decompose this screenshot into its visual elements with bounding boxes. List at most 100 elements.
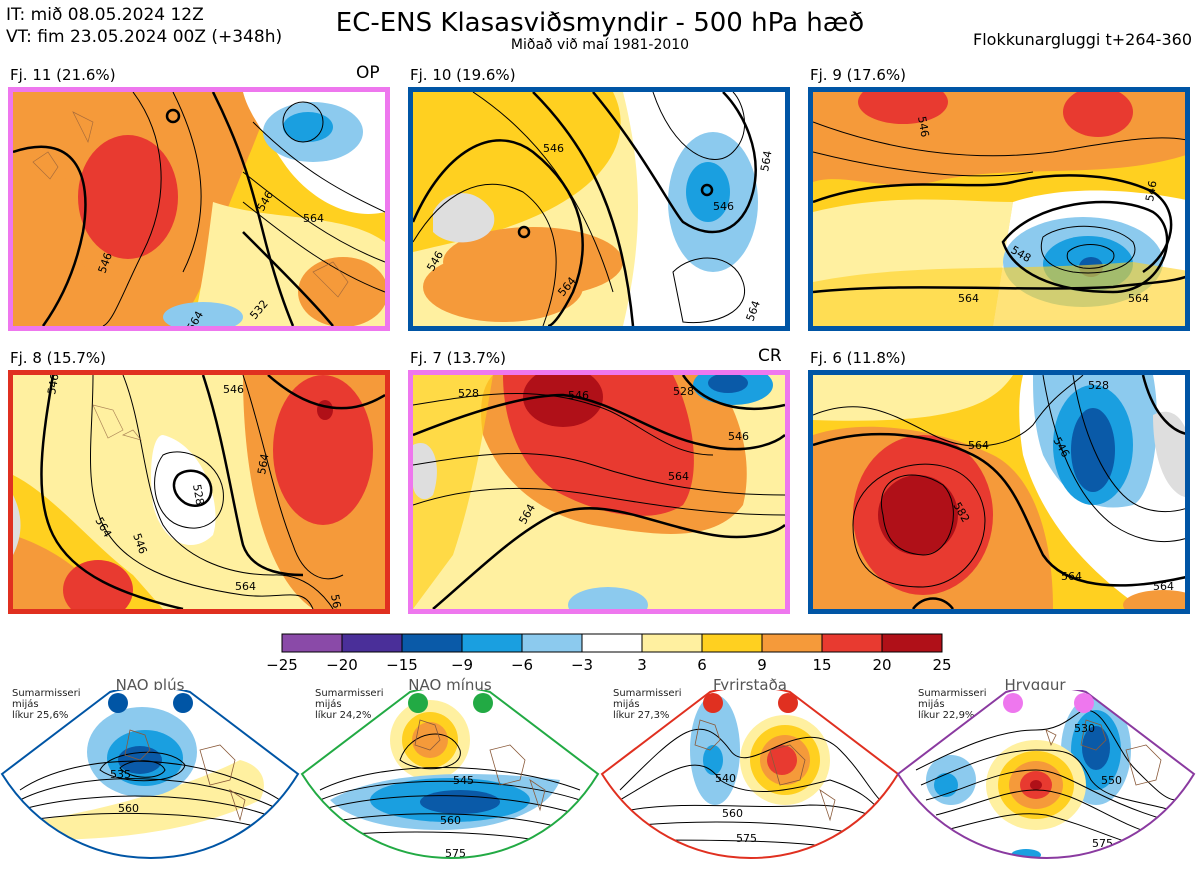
colorbar-tick-label: 25	[932, 656, 952, 674]
regime-note-probability: líkur 27,3%	[613, 710, 670, 721]
svg-text:528: 528	[458, 387, 479, 400]
svg-text:528: 528	[190, 483, 206, 506]
page-title: EC-ENS Klasasviðsmyndir - 500 hPa hæð	[335, 8, 865, 38]
panel-tag-cr: CR	[758, 346, 782, 366]
regime-indicator-dot	[473, 693, 493, 713]
regime-note-probability: líkur 24,2%	[315, 710, 372, 721]
colorbar-swatch	[881, 633, 943, 653]
regime-note-probability: líkur 22,9%	[918, 710, 975, 721]
regime-note-line: mijás	[613, 699, 640, 710]
regime-indicator-dot	[1074, 693, 1094, 713]
regime-indicator-dot	[778, 693, 798, 713]
colorbar-swatch	[581, 633, 643, 653]
regime-note-line: Sumarmisseri	[12, 688, 81, 699]
colorbar-tick-label: −25	[266, 656, 298, 674]
svg-text:564: 564	[255, 453, 271, 476]
regime-note-line: mijás	[12, 699, 39, 710]
colorbar-tick-label: 20	[872, 656, 892, 674]
svg-text:546: 546	[915, 115, 931, 138]
regime-note-line: Sumarmisseri	[613, 688, 682, 699]
colorbar-tick-label: 15	[812, 656, 832, 674]
regime-indicator-dot	[173, 693, 193, 713]
colorbar-swatch	[821, 633, 883, 653]
regime-map-nao-minus: 545 560 575	[300, 690, 600, 859]
svg-text:564: 564	[958, 292, 979, 305]
regime-note-ridge: Sumarmisseri mijás líkur 22,9%	[918, 688, 986, 721]
colorbar	[280, 633, 944, 657]
regime-contour-label: 575	[736, 832, 757, 845]
svg-text:546: 546	[45, 375, 61, 396]
svg-text:546: 546	[543, 142, 564, 155]
svg-text:564: 564	[1153, 580, 1174, 593]
colorbar-swatch	[641, 633, 703, 653]
svg-text:546: 546	[713, 200, 734, 213]
svg-text:546: 546	[728, 430, 749, 443]
colorbar-tick-label: −15	[386, 656, 418, 674]
cluster-map-5: 528 546 528 546 564 564	[408, 370, 790, 614]
regime-note-nao-plus: Sumarmisseri mijás líkur 25,6%	[12, 688, 80, 721]
initial-time: IT: mið 08.05.2024 12Z	[6, 5, 204, 25]
svg-text:528: 528	[673, 385, 694, 398]
regime-contour-label: 550	[1101, 774, 1122, 787]
regime-contour-label: 560	[722, 807, 743, 820]
colorbar-swatch	[401, 633, 463, 653]
regime-note-line: mijás	[918, 699, 945, 710]
colorbar-tick-label: 9	[757, 656, 767, 674]
panel-label-1: Fj. 11 (21.6%)	[10, 66, 116, 84]
regime-map-ridge: 530 550 575	[896, 690, 1196, 859]
colorbar-tick-label: 3	[637, 656, 647, 674]
regime-note-line: mijás	[315, 699, 342, 710]
regime-indicator-dot	[703, 693, 723, 713]
panel-tag-op: OP	[356, 63, 380, 83]
colorbar-swatch	[761, 633, 823, 653]
cluster-map-1: 546 546 564 564 532	[8, 87, 390, 331]
regime-contour-label: 530	[1074, 722, 1095, 735]
colorbar-tick-label: −6	[510, 656, 534, 674]
svg-text:546: 546	[223, 383, 244, 396]
regime-contour-label: 535	[110, 768, 131, 781]
panel-label-2: Fj. 10 (19.6%)	[410, 66, 516, 84]
svg-text:564: 564	[303, 212, 324, 225]
panel-label-6: Fj. 6 (11.8%)	[810, 349, 906, 367]
panel-label-5: Fj. 7 (13.7%)	[410, 349, 506, 367]
regime-indicator-dot	[408, 693, 428, 713]
cluster-map-3: 546 546 548 564 564	[808, 87, 1190, 331]
colorbar-swatches	[281, 633, 943, 653]
regime-note-blocking: Sumarmisseri mijás líkur 27,3%	[613, 688, 681, 721]
svg-text:564: 564	[1128, 292, 1149, 305]
svg-text:564: 564	[328, 593, 344, 609]
classification-window: Flokkunargluggi t+264-360	[973, 30, 1192, 49]
regime-note-line: Sumarmisseri	[918, 688, 987, 699]
regime-indicator-dot	[1003, 693, 1023, 713]
regime-contour-label: 545	[453, 774, 474, 787]
colorbar-tick-label: 6	[697, 656, 707, 674]
regime-contour-label: 540	[715, 772, 736, 785]
svg-text:564: 564	[968, 439, 989, 452]
svg-text:546: 546	[1143, 180, 1159, 203]
svg-text:528: 528	[1088, 379, 1109, 392]
valid-time: VT: fim 23.05.2024 00Z (+348h)	[6, 27, 283, 47]
regime-contour-label: 560	[118, 802, 139, 815]
colorbar-swatch	[521, 633, 583, 653]
regime-note-nao-minus: Sumarmisseri mijás líkur 24,2%	[315, 688, 383, 721]
svg-text:564: 564	[235, 580, 256, 593]
svg-text:546: 546	[568, 389, 589, 402]
regime-note-probability: líkur 25,6%	[12, 710, 69, 721]
header-title-block: EC-ENS Klasasviðsmyndir - 500 hPa hæð Mi…	[300, 8, 900, 52]
colorbar-tick-label: −9	[450, 656, 474, 674]
regime-map-blocking: 540 560 575	[600, 690, 900, 859]
cluster-map-2: 546 546 546 564 564 564	[408, 87, 790, 331]
page-subtitle: Miðað við maí 1981-2010	[510, 37, 690, 53]
regime-indicator-dot	[108, 693, 128, 713]
colorbar-swatch	[341, 633, 403, 653]
colorbar-swatch	[701, 633, 763, 653]
cluster-map-6: 528 546 564 582 564 564	[808, 370, 1190, 614]
panel-label-4: Fj. 8 (15.7%)	[10, 349, 106, 367]
header-times: IT: mið 08.05.2024 12Z VT: fim 23.05.202…	[6, 4, 282, 48]
colorbar-swatch	[461, 633, 523, 653]
regime-map-nao-plus: 535 560	[0, 690, 300, 859]
colorbar-tick-label: −20	[326, 656, 358, 674]
regime-contour-label: 560	[440, 814, 461, 827]
colorbar-swatch	[281, 633, 343, 653]
svg-text:564: 564	[758, 150, 774, 173]
